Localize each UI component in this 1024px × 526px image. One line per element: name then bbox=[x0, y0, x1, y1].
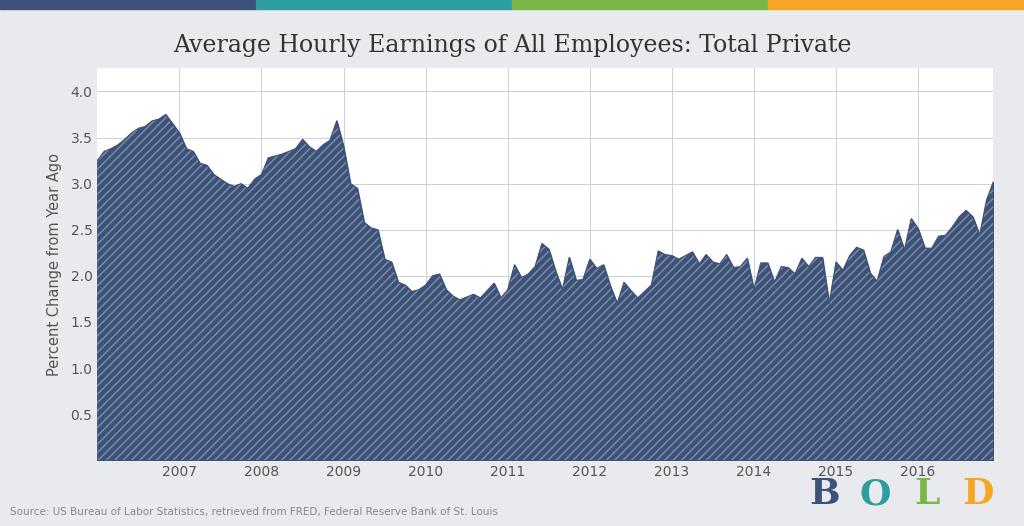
Y-axis label: Percent Change from Year Ago: Percent Change from Year Ago bbox=[47, 153, 62, 376]
Text: B: B bbox=[809, 477, 840, 511]
Text: O: O bbox=[860, 477, 891, 511]
Text: L: L bbox=[914, 477, 939, 511]
Text: D: D bbox=[963, 477, 993, 511]
Text: Source: US Bureau of Labor Statistics, retrieved from FRED, Federal Reserve Bank: Source: US Bureau of Labor Statistics, r… bbox=[10, 507, 499, 517]
Text: Average Hourly Earnings of All Employees: Total Private: Average Hourly Earnings of All Employees… bbox=[173, 34, 851, 57]
